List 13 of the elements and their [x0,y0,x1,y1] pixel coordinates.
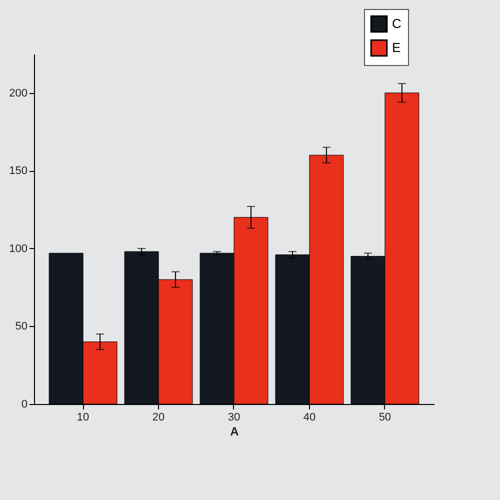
x-axis-title: A [230,424,240,438]
y-tick-label: 100 [9,242,28,255]
y-tick-label: 50 [15,320,28,333]
y-tick-label: 200 [9,87,28,100]
x-tick-label: 50 [378,412,392,424]
x-tick-label: 30 [228,412,240,424]
x-tick-label: 20 [152,412,165,424]
x-tick-label: 10 [76,412,90,424]
y-tick-label: 0 [21,398,28,410]
x-tick-label: 40 [303,412,316,424]
y-tick-label: 150 [9,165,28,178]
legend-label: E [392,40,401,55]
legend-label: C [392,16,402,31]
